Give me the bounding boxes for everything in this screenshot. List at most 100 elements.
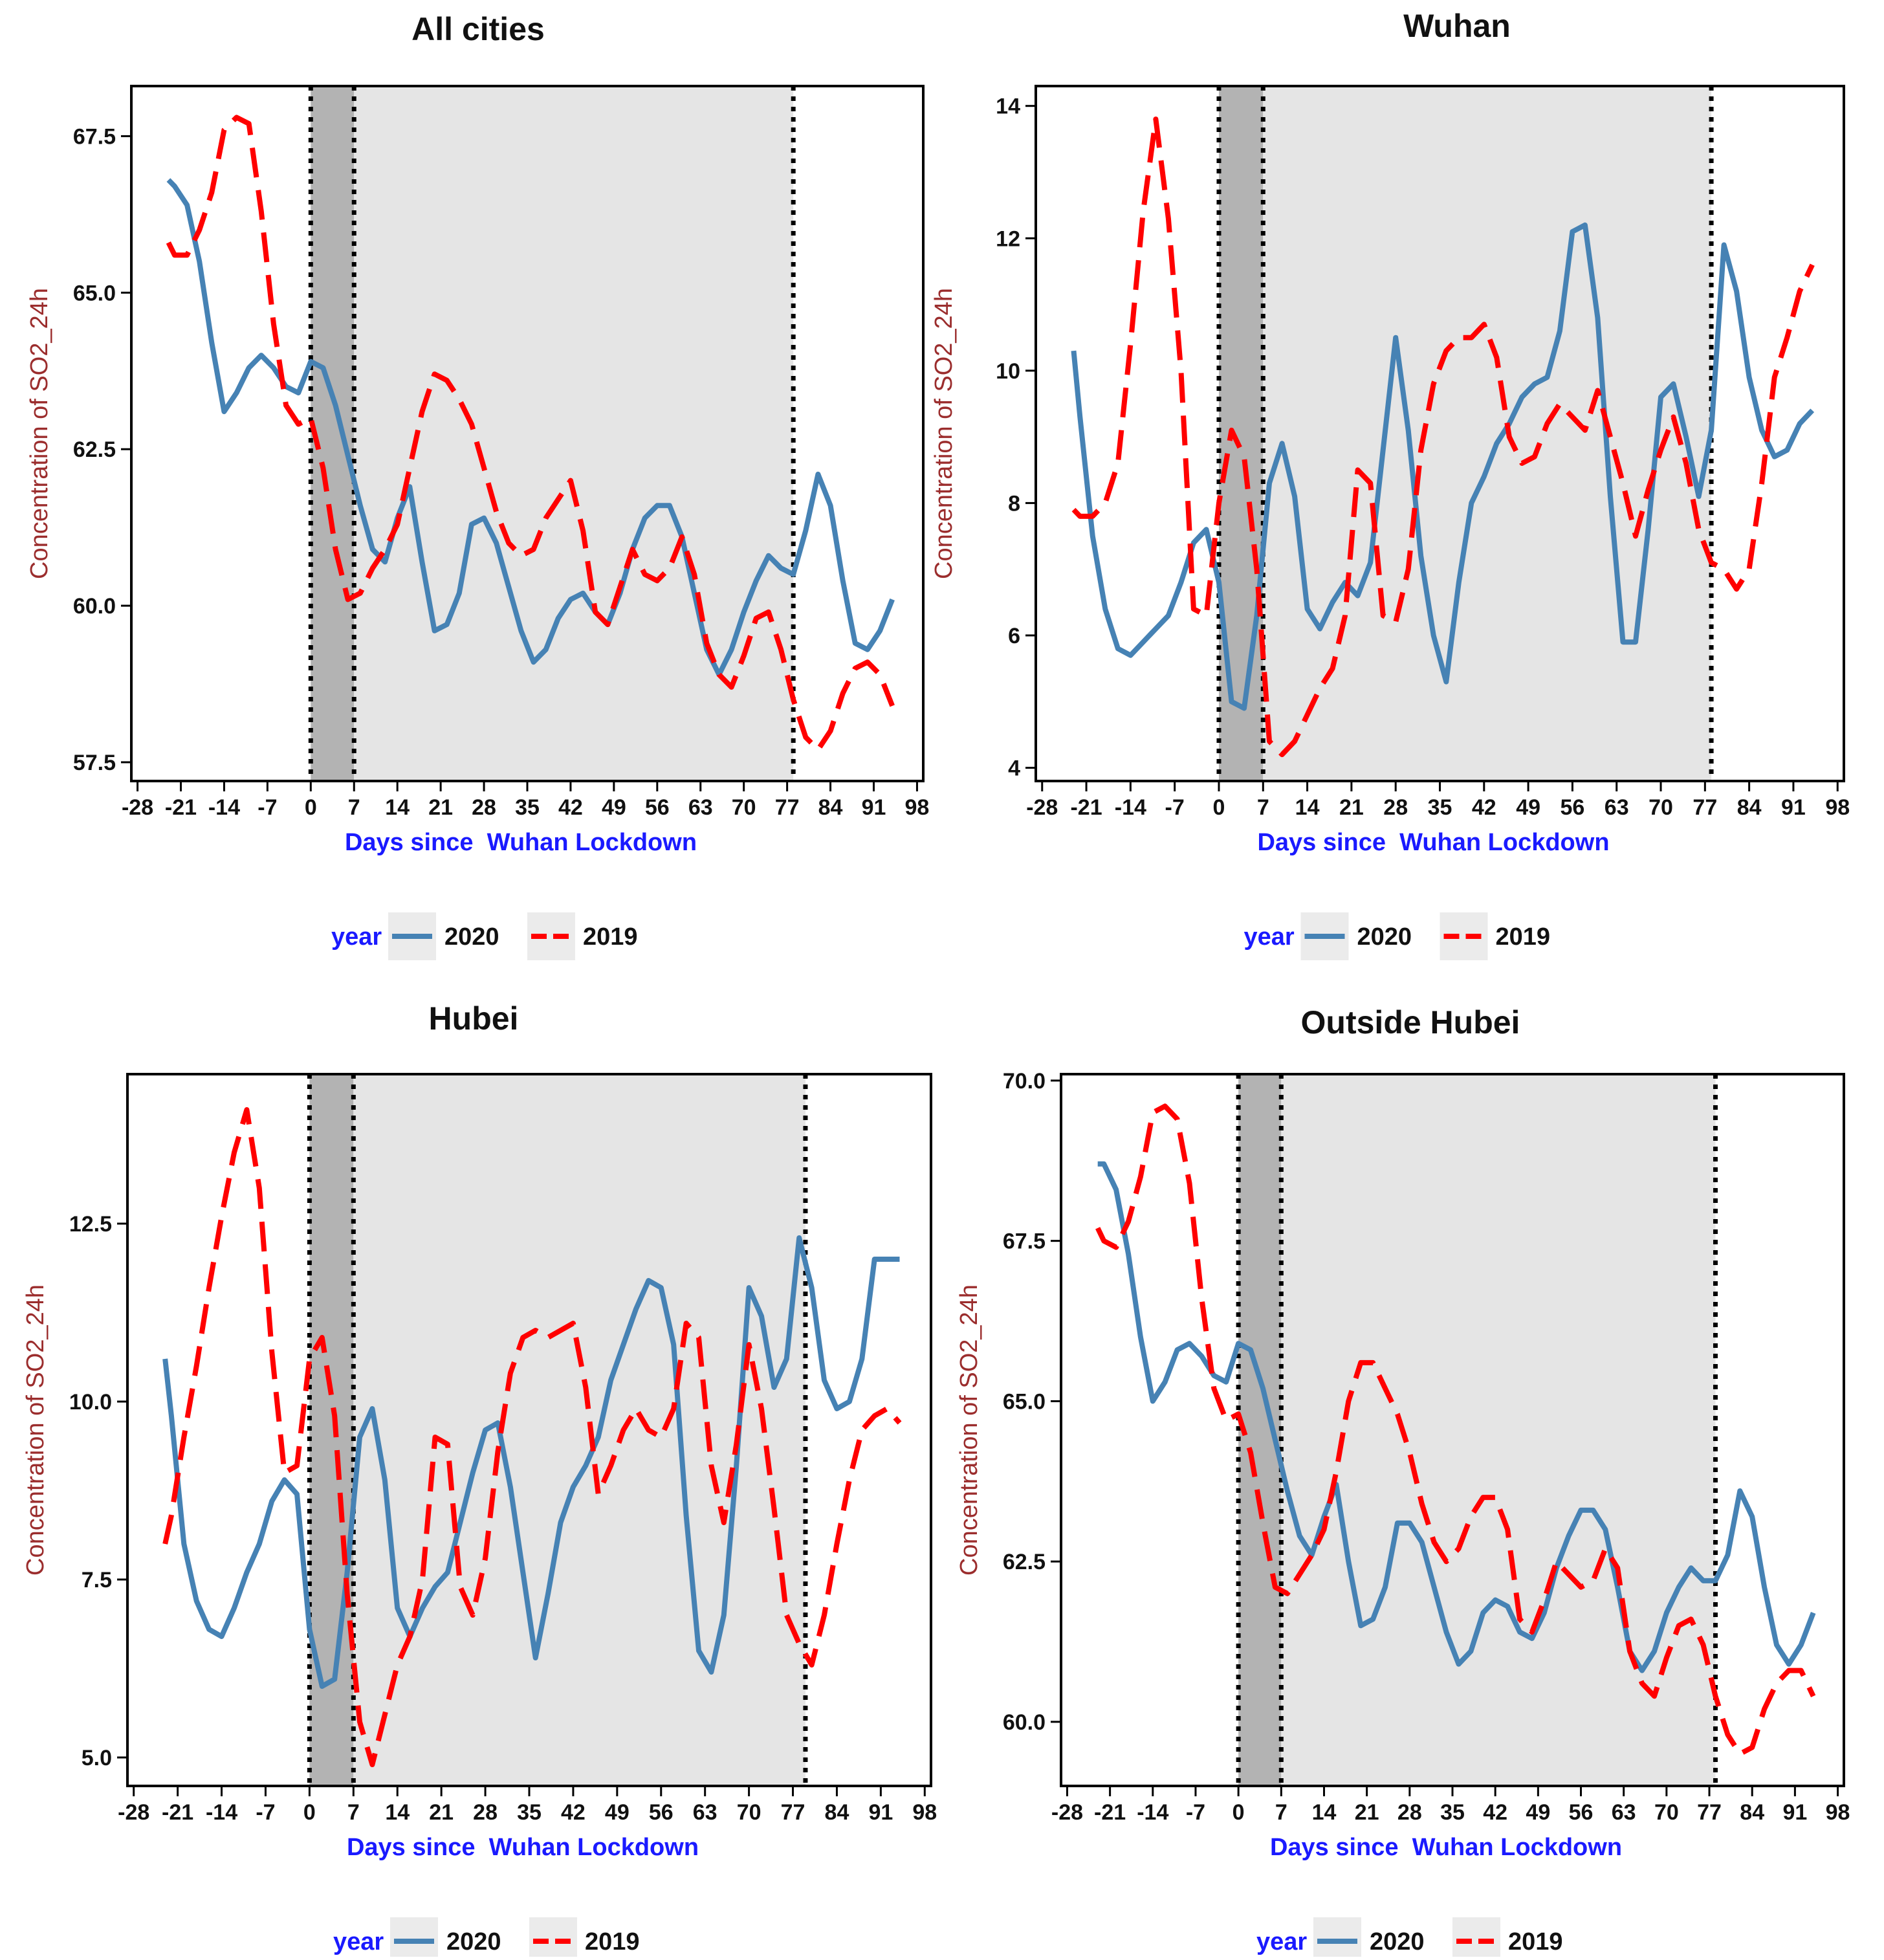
y-tick-label: 60.0 — [1003, 1710, 1046, 1735]
x-tick-label: 70 — [1654, 1800, 1679, 1825]
x-tick-label: 70 — [732, 795, 756, 820]
x-tick-label: -28 — [122, 795, 153, 820]
x-tick-label: 0 — [1232, 1800, 1245, 1825]
shaded-region-post-lockdown — [1281, 1074, 1716, 1786]
legend-title: year — [333, 1928, 384, 1955]
x-tick-label: 28 — [1397, 1800, 1422, 1825]
legend: year 2020 2019 — [1256, 1917, 1563, 1960]
x-tick-label: -21 — [165, 795, 197, 820]
x-tick-label: 63 — [1605, 795, 1629, 820]
y-axis-label: Concentration of SO2_24h — [930, 288, 958, 579]
panel-3: -28 -21 -14 -7 0 7 14 21 28 35 42 49 56 63 70 77 84 91 98 6… — [956, 1004, 1850, 1960]
x-tick-label: 14 — [1312, 1800, 1337, 1825]
y-tick-label: 5.0 — [82, 1746, 112, 1770]
y-tick-label: 14 — [996, 94, 1020, 119]
x-tick-label: 49 — [1526, 1800, 1550, 1825]
legend: year 2020 2019 — [333, 1917, 640, 1960]
y-tick-label: 65.0 — [1003, 1389, 1046, 1414]
x-tick-label: 49 — [1516, 795, 1540, 820]
legend-label-2020: 2020 — [446, 1928, 501, 1955]
x-tick-label: -28 — [1026, 795, 1058, 820]
x-tick-label: 35 — [517, 1800, 542, 1825]
x-tick-label: -28 — [1051, 1800, 1083, 1825]
y-tick-label: 4 — [1008, 756, 1020, 781]
x-tick-label: 63 — [1612, 1800, 1636, 1825]
y-tick-label: 7.5 — [82, 1568, 112, 1592]
legend: year 2020 2019 — [1244, 912, 1551, 960]
y-tick-label: 65.0 — [73, 281, 116, 305]
series-2019-line — [1071, 116, 1815, 758]
panel-0: -28 -21 -14 -7 0 7 14 21 28 35 42 49 56 63 70 77 84 91 98 5… — [26, 11, 929, 960]
x-tick-label: -7 — [256, 1800, 275, 1825]
x-tick-label: 56 — [1569, 1800, 1594, 1825]
x-tick-label: 35 — [1440, 1800, 1465, 1825]
shaded-region-post-lockdown — [354, 86, 794, 781]
y-tick-label: 70.0 — [1003, 1069, 1046, 1094]
shaded-region-post-lockdown — [353, 1074, 805, 1786]
legend-label-2019: 2019 — [585, 1928, 640, 1955]
x-tick-label: 98 — [1826, 1800, 1850, 1825]
x-tick-label: 7 — [1275, 1800, 1287, 1825]
legend-label-2019: 2019 — [1496, 923, 1551, 951]
x-tick-label: -28 — [118, 1800, 149, 1825]
y-tick-label: 67.5 — [73, 124, 116, 149]
y-tick-label: 67.5 — [1003, 1229, 1046, 1254]
x-tick-label: 0 — [305, 795, 317, 820]
shaded-region-lockdown-week — [1218, 86, 1264, 781]
x-tick-label: 21 — [429, 1800, 454, 1825]
x-tick-label: 98 — [905, 795, 930, 820]
x-tick-label: 91 — [868, 1800, 893, 1825]
x-tick-label: -7 — [1186, 1800, 1205, 1825]
legend-title: year — [331, 923, 382, 951]
chart-title: Outside Hubei — [1301, 1004, 1520, 1041]
x-tick-label: 28 — [473, 1800, 498, 1825]
x-tick-label: 84 — [825, 1800, 849, 1825]
x-tick-label: 7 — [347, 1800, 360, 1825]
y-tick-label: 8 — [1008, 491, 1020, 516]
y-tick-label: 12 — [996, 226, 1020, 251]
x-tick-label: 98 — [1825, 795, 1850, 820]
y-tick-label: 62.5 — [1003, 1550, 1046, 1574]
x-tick-label: 21 — [428, 795, 453, 820]
x-tick-label: 49 — [605, 1800, 630, 1825]
series-2019-line — [162, 1107, 902, 1767]
x-tick-label: 28 — [1383, 795, 1408, 820]
x-tick-label: 91 — [1782, 1800, 1807, 1825]
x-axis-label: Days since Wuhan Lockdown — [1257, 829, 1609, 856]
legend-key-2019 — [1452, 1917, 1500, 1960]
shaded-region-lockdown-week — [311, 86, 355, 781]
y-tick-label: 12.5 — [69, 1212, 112, 1237]
x-axis-label: Days since Wuhan Lockdown — [1270, 1834, 1622, 1861]
panel-2: -28 -21 -14 -7 0 7 14 21 28 35 42 49 56 63 70 77 84 91 98 5… — [22, 1000, 937, 1960]
x-tick-label: -14 — [1137, 1800, 1168, 1825]
legend-title: year — [1244, 923, 1295, 951]
x-tick-label: 56 — [1561, 795, 1585, 820]
chart-title: Wuhan — [1403, 8, 1511, 44]
y-tick-label: 60.0 — [73, 594, 116, 619]
y-tick-label: 57.5 — [73, 751, 116, 775]
x-tick-label: 84 — [1737, 795, 1762, 820]
legend-label-2020: 2020 — [1370, 1928, 1425, 1955]
legend-label-2019: 2019 — [1508, 1928, 1563, 1955]
x-tick-label: 21 — [1355, 1800, 1379, 1825]
x-tick-label: 7 — [1257, 795, 1269, 820]
x-tick-label: -21 — [1094, 1800, 1126, 1825]
x-tick-label: 63 — [693, 1800, 717, 1825]
x-tick-label: -14 — [206, 1800, 237, 1825]
x-tick-label: 35 — [1428, 795, 1452, 820]
series-2019-line — [1095, 1103, 1816, 1757]
x-tick-label: 77 — [775, 795, 800, 820]
x-tick-label: 84 — [818, 795, 843, 820]
x-tick-label: 98 — [912, 1800, 937, 1825]
x-tick-label: 70 — [737, 1800, 761, 1825]
x-tick-label: 42 — [558, 795, 583, 820]
y-axis-label: Concentration of SO2_24h — [26, 288, 53, 579]
x-tick-label: -7 — [257, 795, 277, 820]
x-tick-label: 91 — [862, 795, 886, 820]
y-axis-label: Concentration of SO2_24h — [22, 1284, 49, 1576]
x-tick-label: 21 — [1339, 795, 1364, 820]
shaded-region-post-lockdown — [1263, 86, 1712, 781]
x-tick-label: 70 — [1648, 795, 1673, 820]
x-axis-label: Days since Wuhan Lockdown — [347, 1834, 699, 1861]
